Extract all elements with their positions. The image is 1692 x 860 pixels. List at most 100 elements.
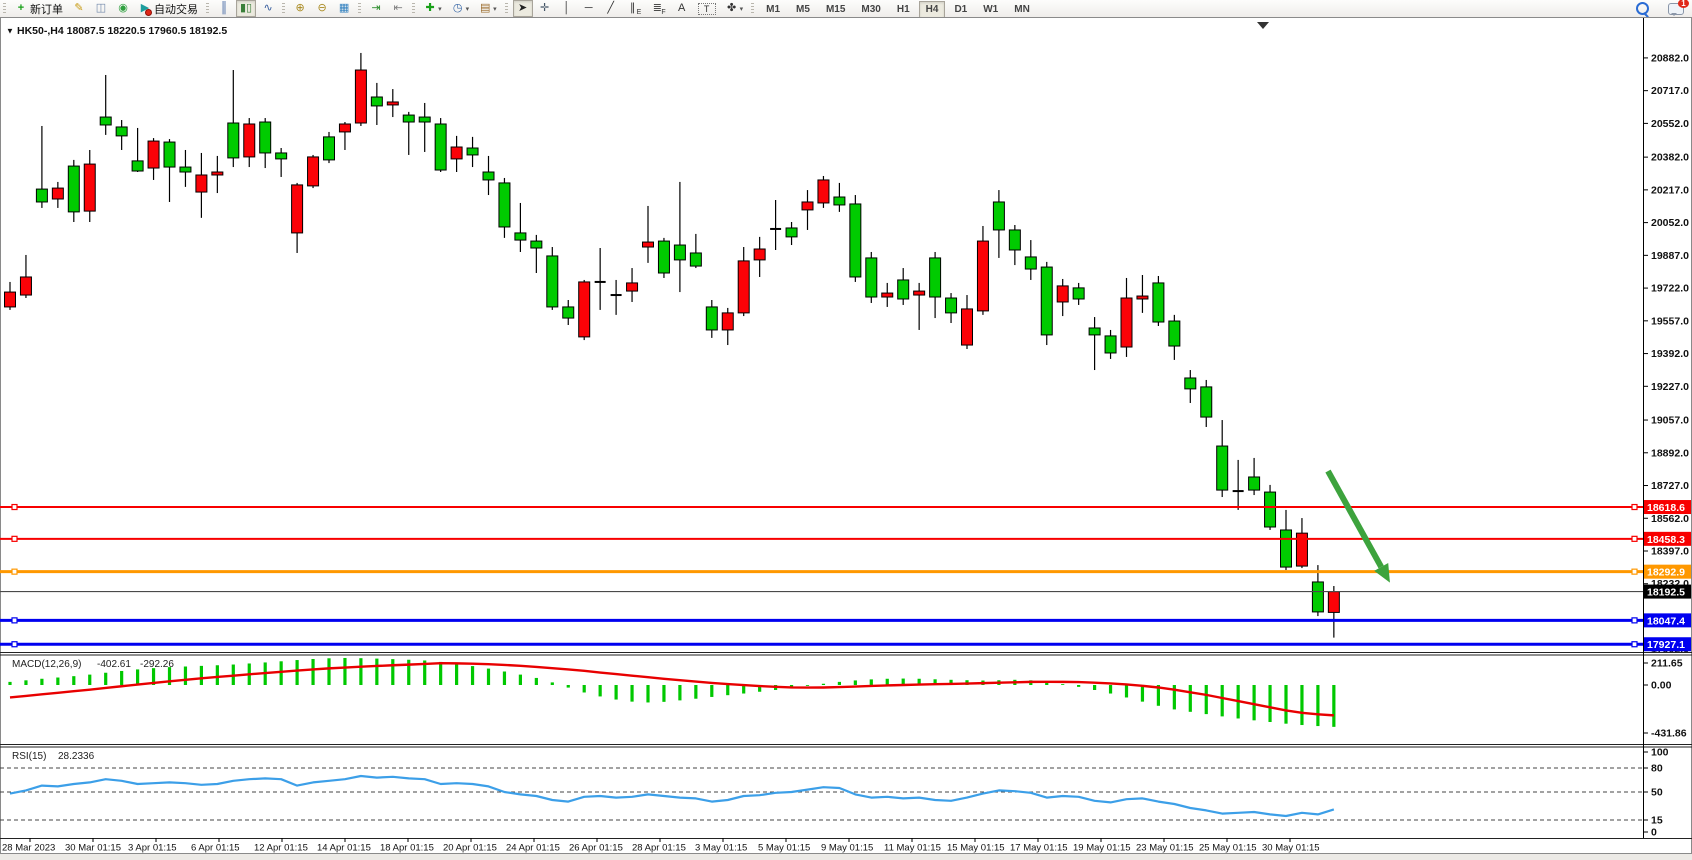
new-order-button[interactable]: + 新订单 — [11, 0, 67, 17]
candle — [19, 276, 32, 296]
timeframe-m1[interactable]: M1 — [766, 4, 781, 15]
timeframe-m15[interactable]: M15 — [825, 4, 846, 15]
price-badge-label: 18192.5 — [1647, 587, 1685, 599]
price-tick-label: 18892.0 — [1651, 447, 1689, 459]
collapse-arrow-icon[interactable]: ▼ — [6, 27, 14, 36]
chevron-down-icon[interactable]: ▾ — [739, 5, 744, 13]
date-label: 12 Apr 01:15 — [254, 843, 308, 854]
autotrading-button[interactable]: ▶ 自动交易 — [135, 0, 202, 17]
line-chart-icon: ∿ — [263, 2, 273, 14]
metaeditor-button[interactable]: ✎ — [69, 0, 89, 17]
price-badge-label: 18047.4 — [1647, 615, 1685, 627]
bar-chart-button[interactable]: ║ — [214, 0, 234, 17]
search-button[interactable] — [1632, 0, 1653, 17]
line-anchor-handle[interactable] — [1631, 641, 1638, 648]
candlestick-button[interactable]: ▮▯ — [236, 0, 257, 17]
tile-windows-button[interactable]: ▦ — [334, 0, 354, 17]
chevron-down-icon[interactable]: ▾ — [493, 5, 497, 13]
timeframe-h4[interactable]: H4 — [918, 1, 946, 18]
candle — [1072, 287, 1085, 300]
timeframe-m30[interactable]: M30 — [861, 4, 881, 15]
timeframe-w1[interactable]: W1 — [983, 4, 999, 15]
zoom-in-button[interactable]: ⊕ — [290, 0, 310, 17]
horizontal-line-button[interactable]: ─ — [579, 0, 599, 17]
line-chart-button[interactable]: ∿ — [258, 0, 278, 17]
crosshair-button[interactable]: ✛ — [535, 0, 555, 17]
chart-shift-marker-icon[interactable] — [1257, 22, 1269, 29]
indicators-button[interactable]: ✚ ▾ — [420, 0, 446, 17]
chart-shift-icon: ⇤ — [393, 2, 403, 14]
candle — [243, 123, 256, 158]
candle — [482, 171, 495, 181]
candle — [1327, 591, 1340, 613]
candle — [929, 257, 942, 298]
toolbar-right-group: 1 — [1631, 0, 1692, 17]
community-icon: ◫ — [95, 2, 107, 14]
community-button[interactable]: ◫ — [91, 0, 111, 17]
timeframe-h1[interactable]: H1 — [896, 4, 910, 15]
line-anchor-handle[interactable] — [11, 535, 18, 542]
periods-button[interactable]: ◷ ▾ — [448, 0, 474, 17]
line-anchor-handle[interactable] — [1631, 617, 1638, 624]
line-anchor-handle[interactable] — [11, 503, 18, 511]
chat-button[interactable]: 1 — [1668, 0, 1689, 16]
date-label: 11 May 01:15 — [884, 843, 941, 854]
candle — [498, 182, 511, 228]
fibonacci-button[interactable]: ≣ F — [647, 0, 669, 17]
label-button[interactable]: T — [694, 0, 720, 17]
fibonacci-icon: ≣ — [652, 2, 662, 14]
signals-button[interactable]: ◉ — [113, 0, 133, 17]
candle — [817, 179, 830, 204]
zoom-in-icon: ⊕ — [295, 2, 305, 14]
chevron-down-icon[interactable]: ▾ — [465, 5, 470, 13]
price-badge — [1644, 531, 1691, 546]
line-anchor-handle[interactable] — [11, 568, 18, 575]
line-anchor-handle[interactable] — [1631, 503, 1638, 511]
timeframe-d1[interactable]: D1 — [954, 4, 968, 15]
zoom-out-button[interactable]: ⊖ — [312, 0, 332, 17]
candle — [1295, 532, 1308, 567]
timeframe-m5[interactable]: M5 — [796, 4, 810, 15]
timeframe-mn[interactable]: MN — [1014, 4, 1030, 15]
rsi-line — [9, 774, 1335, 818]
chevron-down-icon[interactable]: ▾ — [438, 5, 442, 13]
candle — [945, 297, 958, 314]
line-anchor-handle[interactable] — [11, 641, 18, 648]
price-badge-label: 18292.9 — [1647, 567, 1685, 579]
line-anchor-handle[interactable] — [11, 617, 18, 624]
arrows-button[interactable]: ✤ ▾ — [722, 0, 748, 17]
candle — [434, 123, 447, 171]
date-label: 30 Mar 01:15 — [65, 843, 121, 854]
date-label: 20 Apr 01:15 — [443, 843, 497, 854]
date-label: 30 May 01:15 — [1262, 843, 1320, 854]
candle — [291, 184, 304, 234]
line-anchor-handle[interactable] — [1631, 535, 1638, 542]
candle — [849, 203, 862, 278]
template-icon: ▤ — [479, 2, 491, 14]
zoom-out-icon: ⊖ — [317, 2, 327, 14]
candle — [466, 147, 479, 156]
auto-scroll-button[interactable]: ⇥ — [366, 0, 386, 17]
channel-button[interactable]: ∥ E — [623, 0, 646, 17]
marker-pen-icon: ✎ — [74, 2, 84, 14]
cursor-button[interactable]: ➤ — [512, 0, 533, 17]
price-tick-label: 20217.0 — [1651, 184, 1689, 196]
vertical-line-button[interactable]: │ — [557, 0, 577, 17]
candle — [913, 290, 926, 296]
line-anchor-handle[interactable] — [1631, 568, 1638, 575]
date-label: 24 Apr 01:15 — [506, 843, 560, 854]
chart-shift-button[interactable]: ⇤ — [388, 0, 408, 17]
date-label: 17 May 01:15 — [1010, 843, 1068, 854]
candle — [833, 196, 846, 206]
candle — [1264, 491, 1277, 528]
trend-arrow[interactable] — [1325, 469, 1384, 569]
date-label: 3 Apr 01:15 — [128, 843, 177, 854]
templates-button[interactable]: ▤ ▾ — [475, 0, 501, 17]
candle — [705, 306, 718, 331]
text-button[interactable]: A — [672, 0, 692, 17]
candle — [99, 116, 112, 126]
ohlc-bars-icon: ║ — [220, 2, 228, 14]
candle — [657, 240, 670, 274]
trendline-button[interactable]: ╱ — [601, 0, 621, 17]
chart-canvas: 20882.0 20717.0 20552.0 20382.0 20217.0 20052… — [0, 17, 1692, 854]
